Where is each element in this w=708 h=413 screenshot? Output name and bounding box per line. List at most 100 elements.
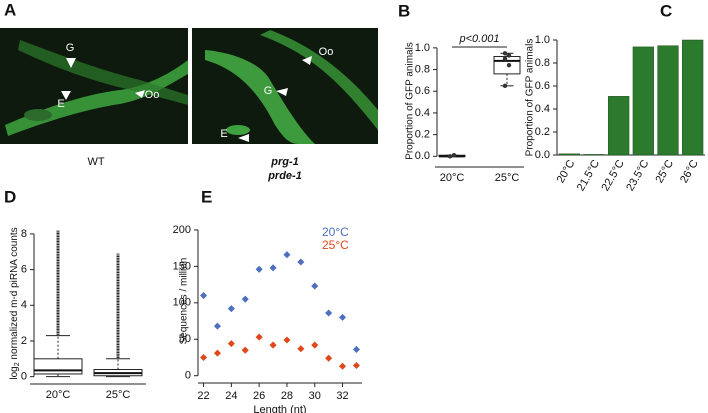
legend-label: 20°C bbox=[322, 225, 349, 239]
y-axis-label: Sequences / million bbox=[179, 258, 190, 345]
y-axis-label-part: 2 bbox=[14, 362, 21, 366]
y-tick-label: 0.6 bbox=[535, 80, 550, 92]
x-tick-label: 21.5°C bbox=[575, 158, 602, 193]
x-tick-label: 28 bbox=[281, 390, 293, 402]
y-tick-label: 0.2 bbox=[535, 126, 550, 138]
y-axis-label: Proportion of GFP animals bbox=[525, 39, 536, 157]
y-tick-label: 150 bbox=[173, 260, 191, 272]
point bbox=[269, 264, 277, 272]
x-tick-label: 25°C bbox=[653, 158, 676, 185]
x-tick-label: 24 bbox=[225, 390, 237, 402]
panel-a bbox=[0, 28, 378, 144]
point bbox=[506, 53, 512, 58]
panel-label: B bbox=[398, 1, 410, 20]
point bbox=[213, 322, 221, 330]
point bbox=[352, 345, 360, 354]
x-tick-label: 30 bbox=[309, 390, 321, 402]
point bbox=[325, 354, 333, 362]
y-tick-label: 4 bbox=[21, 299, 27, 311]
x-axis-label: Length (nt) bbox=[253, 404, 306, 413]
point bbox=[297, 345, 305, 353]
y-tick-label: 50 bbox=[179, 333, 191, 345]
panel-label: A bbox=[4, 0, 16, 19]
point bbox=[339, 362, 347, 370]
cell bbox=[226, 125, 250, 135]
point bbox=[311, 282, 319, 290]
point bbox=[200, 291, 208, 300]
x-tick-label: 22 bbox=[197, 390, 209, 402]
y-tick-label: 200 bbox=[173, 224, 191, 236]
cell bbox=[24, 109, 52, 121]
y-tick-label: 0.0 bbox=[535, 149, 550, 161]
point bbox=[213, 349, 221, 357]
image-caption: prde-1 bbox=[267, 170, 302, 182]
x-tick-label: 20°C bbox=[555, 158, 578, 185]
point bbox=[502, 83, 508, 89]
panel-label: C bbox=[660, 1, 672, 20]
point bbox=[311, 341, 319, 349]
point bbox=[506, 63, 512, 68]
image-label: Oo bbox=[145, 89, 160, 101]
image-caption: WT bbox=[87, 156, 104, 168]
image-label: E bbox=[57, 98, 64, 110]
y-tick-label: 0.4 bbox=[535, 103, 550, 115]
y-tick-label: 1.0 bbox=[535, 34, 550, 46]
y-tick-label: 0 bbox=[21, 371, 27, 383]
x-tick-label: 25°C bbox=[106, 389, 131, 401]
image-label: E bbox=[220, 128, 227, 140]
bar bbox=[608, 96, 630, 156]
point bbox=[227, 340, 235, 348]
point bbox=[447, 154, 453, 159]
worm bbox=[18, 40, 188, 105]
x-tick-label: 20°C bbox=[440, 172, 465, 184]
y-tick-label: 0.0 bbox=[415, 150, 430, 162]
y-tick-label: 1.0 bbox=[415, 42, 430, 54]
point bbox=[200, 353, 208, 362]
y-axis-label: Proportion of GFP animals bbox=[405, 42, 416, 160]
y-axis-label: log2 normalized m-d piRNA counts bbox=[9, 227, 21, 379]
image-label: Oo bbox=[319, 46, 334, 58]
x-tick-label: 26°C bbox=[678, 158, 701, 185]
point bbox=[339, 313, 347, 321]
point bbox=[451, 153, 457, 158]
point bbox=[269, 341, 277, 349]
box bbox=[493, 56, 521, 75]
box bbox=[33, 358, 83, 375]
y-tick-label: 8 bbox=[21, 228, 27, 240]
y-tick-label: 0.8 bbox=[535, 57, 550, 69]
point bbox=[241, 346, 249, 354]
panel-label: E bbox=[201, 187, 212, 206]
image-caption: prg-1 bbox=[270, 156, 299, 168]
x-tick-label: 23.5°C bbox=[624, 158, 651, 193]
x-tick-label: 32 bbox=[336, 390, 348, 402]
y-tick-label: 0.4 bbox=[415, 107, 430, 119]
worm bbox=[205, 50, 315, 144]
y-tick-label: 2 bbox=[21, 335, 27, 347]
point bbox=[283, 336, 291, 344]
bar bbox=[657, 45, 679, 156]
x-tick-label: 20°C bbox=[46, 389, 71, 401]
annotation: p<0.001 bbox=[458, 33, 499, 45]
point bbox=[297, 258, 305, 266]
point bbox=[255, 333, 263, 341]
y-tick-label: 0 bbox=[185, 370, 191, 382]
point bbox=[255, 265, 263, 273]
y-axis-label-part: normalized m-d piRNA counts bbox=[9, 227, 20, 362]
y-tick-label: 100 bbox=[173, 297, 191, 309]
x-tick-label: 26 bbox=[253, 390, 265, 402]
point bbox=[502, 51, 508, 56]
point bbox=[227, 305, 235, 313]
point bbox=[352, 361, 360, 370]
bar bbox=[558, 153, 580, 156]
point bbox=[325, 309, 333, 317]
point bbox=[241, 295, 249, 303]
x-tick-label: 25°C bbox=[495, 172, 520, 184]
y-tick-label: 6 bbox=[21, 264, 27, 276]
y-axis-label-part: log bbox=[9, 366, 20, 379]
image-label: G bbox=[66, 42, 75, 54]
panel-label: D bbox=[4, 187, 16, 206]
bar bbox=[632, 46, 654, 156]
bar bbox=[682, 39, 704, 156]
y-tick-label: 0.6 bbox=[415, 85, 430, 97]
